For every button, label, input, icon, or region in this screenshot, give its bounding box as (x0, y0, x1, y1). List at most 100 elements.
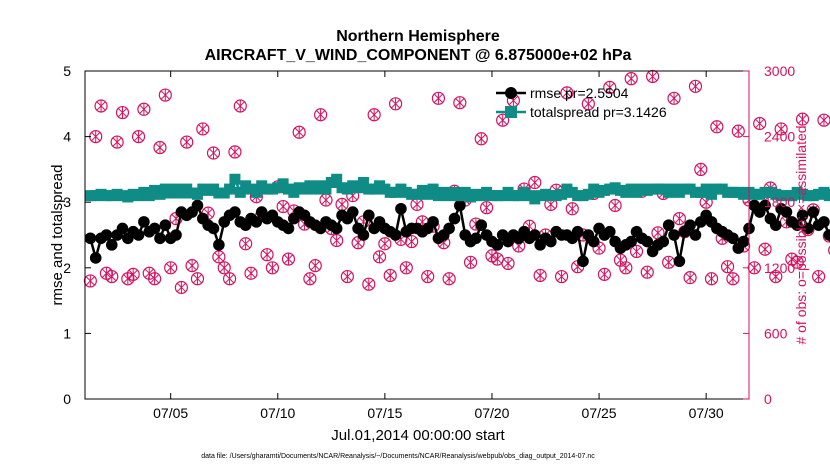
obs-possible-point (281, 252, 296, 266)
obs-assimilated-point (96, 100, 106, 112)
obs-possible-point (480, 201, 494, 215)
chart-title: Northern Hemisphere (336, 28, 500, 45)
obs-assimilated-point (685, 272, 695, 284)
obs-assimilated-point (669, 92, 679, 104)
x-tick-label: 07/20 (474, 405, 509, 421)
legend: rmse pr=2.5504 totalspread pr=3.1426 (496, 85, 667, 120)
rmse-point (282, 222, 295, 235)
y-left-tick-label: 1 (63, 325, 71, 341)
obs-possible-point (554, 269, 569, 284)
obs-possible-point (720, 260, 735, 274)
obs-assimilated-point (605, 81, 615, 93)
rmse-point (448, 212, 461, 225)
obs-assimilated-point (107, 271, 117, 283)
obs-assimilated-point (112, 136, 122, 148)
obs-assimilated-point (423, 271, 433, 283)
obs-possible-point (367, 108, 381, 122)
obs-possible-point (233, 99, 247, 113)
obs-assimilated-point (776, 123, 786, 135)
obs-possible-point (496, 113, 510, 127)
obs-assimilated-point (192, 273, 203, 285)
obs-assimilated-point (749, 262, 759, 274)
rmse-point (357, 229, 370, 241)
obs-assimilated-point (182, 136, 192, 148)
obs-assimilated-point (621, 262, 631, 274)
rmse-point (684, 219, 696, 231)
rmse-point (807, 206, 820, 218)
obs-assimilated-point (241, 238, 251, 250)
rmse-point (229, 206, 241, 218)
obs-assimilated-point (664, 256, 674, 268)
obs-possible-point (597, 267, 612, 281)
obs-possible-point (726, 272, 740, 286)
rmse-point (603, 225, 616, 238)
obs-possible-point (421, 269, 435, 284)
obs-assimilated-point (787, 253, 797, 265)
obs-assimilated-point (610, 199, 620, 211)
obs-assimilated-point (814, 271, 824, 283)
obs-assimilated-point (755, 117, 765, 129)
obs-assimilated-point (653, 227, 663, 239)
obs-possible-point (378, 237, 392, 251)
rmse-point (427, 216, 439, 228)
obs-assimilated-point (690, 80, 701, 92)
obs-assimilated-point (187, 260, 197, 272)
rmse-point (491, 239, 504, 251)
obs-possible-point (314, 108, 328, 122)
rmse-point (207, 222, 220, 235)
obs-assimilated-point (465, 256, 476, 268)
obs-assimilated-point (535, 269, 545, 281)
obs-assimilated-point (492, 253, 502, 265)
rmse-point (138, 216, 150, 228)
legend-rmse-label: rmse pr=2.5504 (530, 85, 629, 101)
totalspread-point (224, 183, 236, 195)
obs-possible-point (148, 272, 162, 286)
totalspread-point (331, 173, 343, 185)
obs-possible-point (131, 130, 146, 144)
obs-possible-point (164, 261, 178, 275)
rmse-point (148, 222, 161, 235)
rmse-point (330, 222, 343, 235)
obs-possible-point (646, 69, 660, 84)
obs-possible-point (688, 79, 703, 93)
obs-assimilated-point (235, 100, 245, 112)
obs-possible-point (153, 140, 167, 155)
obs-assimilated-point (482, 202, 492, 214)
y-right-tick-label: 0 (764, 391, 772, 407)
rmse-point (791, 219, 803, 231)
obs-possible-point (137, 102, 151, 116)
rmse-point (346, 206, 359, 218)
y-right-tick-label: 600 (764, 325, 788, 341)
axis-ticks: 07/05 07/10 07/15 07/20 07/25 07/30 0 1 2 3 4 5 0 600… (63, 63, 795, 421)
rmse-point (529, 229, 541, 241)
obs-assimilated-point (117, 107, 128, 119)
obs-possible-point (308, 259, 322, 273)
obs-assimilated-point (101, 267, 111, 279)
obs-possible-point (115, 105, 130, 120)
rmse-point (470, 232, 482, 245)
obs-possible-point (683, 271, 697, 285)
obs-assimilated-point (696, 163, 706, 175)
obs-possible-point (694, 162, 708, 176)
legend-rmse-marker (505, 87, 517, 99)
obs-assimilated-point (332, 234, 342, 246)
obs-assimilated-point (150, 273, 160, 285)
obs-possible-point (265, 261, 280, 275)
totalspread-point (250, 186, 262, 198)
obs-assimilated-point (294, 126, 304, 138)
obs-assimilated-point (198, 123, 208, 135)
obs-assimilated-point (166, 262, 176, 274)
obs-assimilated-point (797, 113, 808, 125)
rmse-point (796, 209, 809, 222)
obs-assimilated-point (648, 70, 658, 82)
obs-assimilated-point (380, 238, 390, 250)
obs-possible-point (405, 234, 419, 249)
obs-possible-point (330, 233, 344, 248)
obs-possible-point (185, 259, 199, 273)
obs-assimilated-point (476, 133, 486, 145)
obs-possible-point (431, 91, 446, 105)
obs-assimilated-point (337, 198, 347, 210)
obs-possible-point (383, 268, 397, 283)
obs-possible-point (501, 256, 515, 271)
